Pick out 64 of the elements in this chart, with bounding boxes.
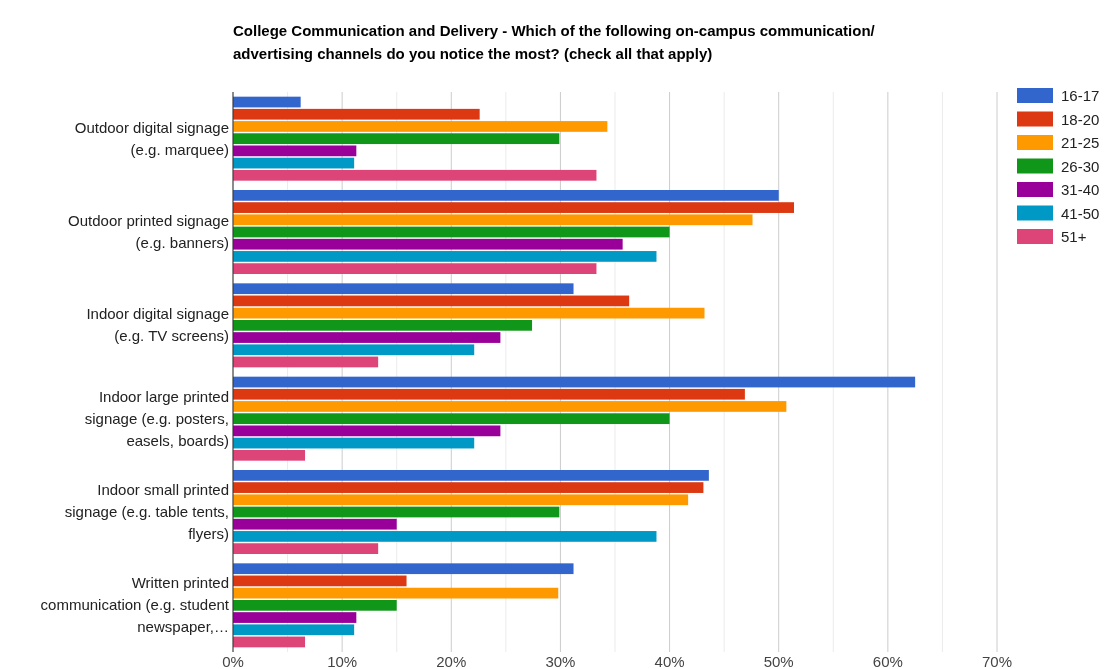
bar xyxy=(233,425,501,437)
y-tick-label: Outdoor printed signage (e.g. banners) xyxy=(68,212,229,251)
bar xyxy=(233,344,475,356)
x-tick-label: 30% xyxy=(545,653,576,669)
bar xyxy=(233,413,670,425)
bar xyxy=(233,226,670,238)
y-tick-label: Indoor small printed signage (e.g. table tents, flyers) xyxy=(64,481,229,542)
bar xyxy=(233,108,480,120)
bar xyxy=(233,376,916,388)
bar xyxy=(233,307,705,319)
bar xyxy=(233,437,475,449)
bar xyxy=(233,96,301,108)
bar xyxy=(233,470,709,481)
bar xyxy=(233,319,533,331)
bar xyxy=(233,518,397,530)
legend-label: 26-30 xyxy=(1061,157,1100,175)
bar xyxy=(233,238,623,250)
bar xyxy=(233,587,559,599)
bar xyxy=(233,482,704,493)
bar xyxy=(233,133,560,145)
bar xyxy=(233,356,379,368)
bar xyxy=(233,202,794,213)
bar xyxy=(233,531,657,542)
bar xyxy=(233,636,306,648)
bar xyxy=(233,575,407,587)
legend-label: 18-20 xyxy=(1061,110,1100,128)
bar xyxy=(233,449,306,461)
bar xyxy=(233,612,357,623)
x-tick-label: 70% xyxy=(981,653,1013,669)
bar xyxy=(233,214,753,226)
bar xyxy=(233,563,574,575)
legend-label: 31-40 xyxy=(1061,181,1100,198)
bar xyxy=(233,145,357,157)
legend-label: 16-17 xyxy=(1061,87,1100,104)
bar xyxy=(233,494,689,506)
bar xyxy=(233,283,574,295)
y-tick-label: Indoor digital signage (e.g. TV screens) xyxy=(86,305,229,345)
x-tick-label: 40% xyxy=(654,653,685,669)
bar xyxy=(233,624,355,636)
y-tick-label: Outdoor digital signage (e.g. marquee) xyxy=(74,118,229,158)
bar xyxy=(233,388,745,400)
legend-label: 51+ xyxy=(1061,228,1087,245)
chart-title: College Communication and Delivery - Which of the following on-campus communication/ advertising channels do you notice the most? (check all that apply) xyxy=(233,22,876,62)
bar xyxy=(233,169,597,181)
legend-label: 21-25 xyxy=(1061,134,1100,151)
y-tick-label: Written printed communication (e.g. student newspaper,… xyxy=(40,574,230,636)
x-tick-label: 20% xyxy=(436,653,467,669)
legend-label: 41-50 xyxy=(1061,204,1100,222)
bar xyxy=(233,121,608,132)
bar xyxy=(233,506,560,518)
x-tick-label: 50% xyxy=(763,653,794,669)
bar xyxy=(233,401,787,412)
x-tick-label: 10% xyxy=(327,653,358,669)
bar xyxy=(233,157,355,169)
bar xyxy=(233,543,379,554)
bar xyxy=(233,295,630,307)
x-tick-label: 60% xyxy=(872,653,903,669)
x-tick-label: 0% xyxy=(222,653,244,669)
bar xyxy=(233,251,657,262)
bar xyxy=(233,332,501,343)
bar xyxy=(233,190,779,201)
bar xyxy=(233,263,597,274)
bar xyxy=(233,599,397,611)
y-tick-label: Indoor large printed signage (e.g. posters, easels, boards) xyxy=(84,387,229,449)
